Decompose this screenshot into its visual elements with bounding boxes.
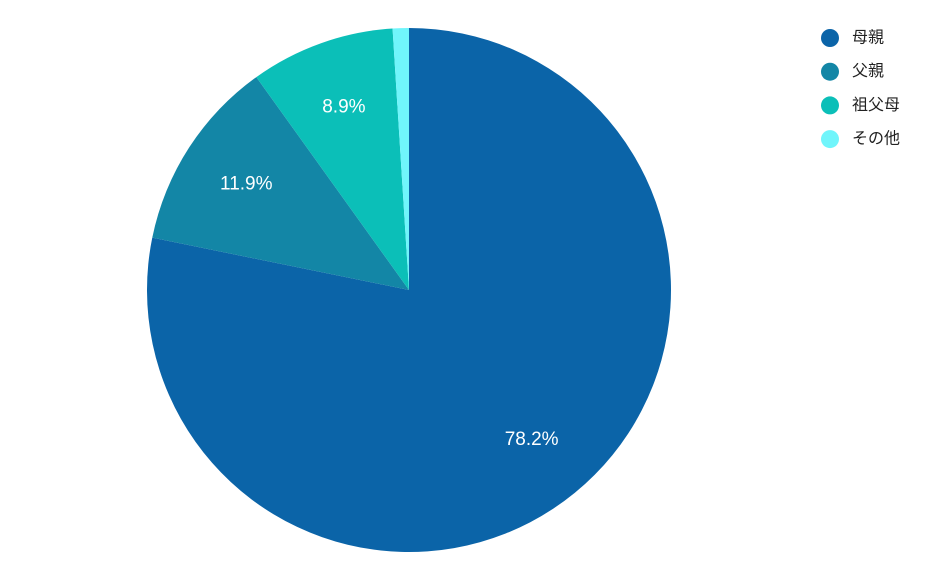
legend-label: その他 [852, 129, 900, 148]
legend-label: 母親 [852, 28, 884, 47]
legend-marker [821, 62, 839, 81]
value-label: 78.2% [505, 429, 559, 450]
legend-label: 父親 [852, 61, 884, 80]
legend-marker [821, 29, 839, 47]
legend-marker [821, 96, 839, 115]
legend-label: 祖父母 [852, 95, 900, 114]
value-label: 8.9% [322, 96, 365, 117]
pie-slice [256, 28, 409, 290]
pie-slice [152, 77, 410, 290]
value-label: 11.9% [220, 174, 273, 195]
legend-marker [821, 130, 839, 149]
pie-slice [392, 28, 409, 290]
